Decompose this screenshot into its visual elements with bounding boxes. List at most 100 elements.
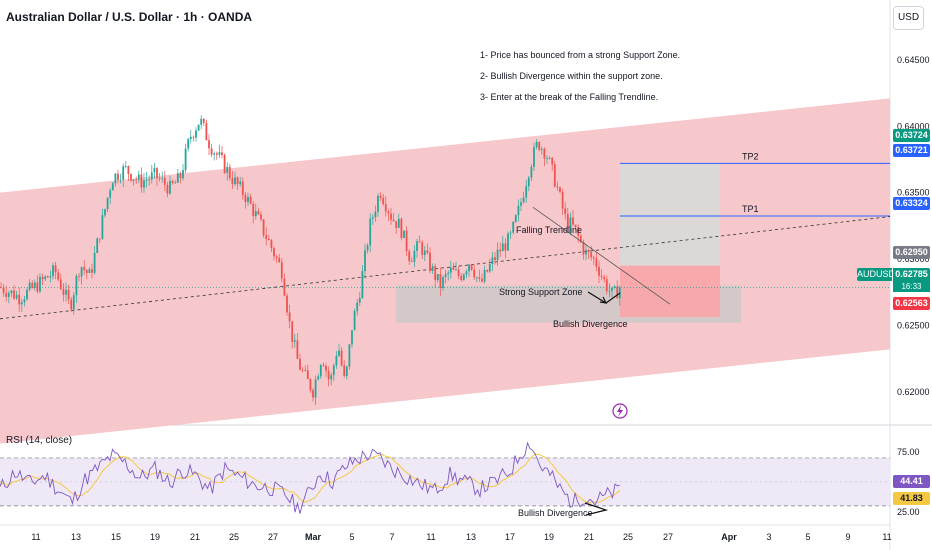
candle-body: [431, 266, 434, 271]
candle-body: [496, 249, 499, 261]
candle-body: [546, 158, 548, 159]
candle-body: [210, 148, 213, 155]
candle-body: [247, 196, 249, 203]
candle-body: [374, 211, 377, 218]
currency-button[interactable]: USD: [893, 6, 924, 30]
candle-body: [504, 243, 507, 251]
candle-body: [520, 202, 522, 206]
x-tick-label: 13: [466, 532, 476, 542]
symbol-badge: AUDUSD: [857, 268, 896, 281]
candle-body: [348, 344, 351, 367]
candle-body: [416, 241, 418, 251]
candle-body: [561, 192, 564, 209]
candle-body: [254, 211, 257, 217]
candle-body: [582, 241, 585, 255]
candle-body: [436, 274, 439, 281]
tp1-label: TP1: [742, 204, 759, 214]
candle-body: [223, 155, 226, 173]
candle-body: [410, 261, 413, 263]
candle-body: [137, 174, 140, 180]
candle-body: [304, 370, 307, 371]
rsi-bullish-divergence-label: Bullish Divergence: [518, 508, 593, 518]
x-tick-label: 11: [882, 532, 891, 542]
candle-body: [501, 243, 504, 252]
candle-body: [317, 376, 320, 380]
candle-body: [400, 218, 403, 238]
candle-body: [340, 350, 343, 366]
candle-body: [418, 241, 421, 243]
candle-body: [78, 275, 80, 277]
candle-body: [93, 252, 96, 273]
candle-body: [109, 190, 112, 198]
candle-body: [98, 238, 101, 240]
note-3: 3- Enter at the break of the Falling Tre…: [480, 92, 659, 102]
x-tick-label: 5: [349, 532, 354, 542]
candle-body: [150, 172, 153, 180]
candle-body: [465, 271, 468, 275]
candle-body: [117, 173, 119, 181]
candle-body: [408, 251, 411, 262]
candle-body: [257, 211, 260, 215]
candle-body: [278, 257, 281, 263]
candle-body: [345, 366, 348, 377]
candle-body: [52, 265, 54, 277]
candle-body: [280, 262, 283, 279]
candle-body: [143, 180, 145, 188]
rsi-y-tick-label: 75.00: [897, 447, 920, 457]
x-tick-label: 3: [766, 532, 771, 542]
candle-body: [395, 221, 398, 228]
candle-body: [252, 203, 255, 217]
candle-body: [569, 217, 572, 228]
candle-body: [202, 118, 205, 123]
candle-body: [447, 272, 450, 275]
candle-body: [616, 286, 619, 299]
y-tick-label: 0.62000: [897, 387, 930, 397]
candle-body: [439, 274, 442, 288]
candle-body: [18, 294, 21, 305]
channel-midline: [0, 216, 891, 320]
candle-body: [59, 279, 62, 290]
candle-body: [512, 221, 515, 233]
candle-body: [205, 122, 208, 141]
y-tick-label: 0.64000: [897, 121, 930, 131]
candle-body: [338, 350, 340, 356]
candle-body: [239, 181, 242, 185]
candle-body: [215, 153, 218, 155]
candle-body: [314, 379, 317, 398]
candle-body: [423, 250, 426, 256]
candle-body: [145, 179, 148, 181]
candle-body: [124, 166, 127, 167]
candle-body: [491, 257, 494, 264]
x-tick-label: 19: [150, 532, 160, 542]
candle-body: [221, 152, 223, 156]
candle-body: [2, 287, 5, 293]
candle-body: [179, 173, 182, 179]
rsi-y-tick-label: 25.00: [897, 507, 920, 517]
candle-body: [106, 197, 109, 210]
candle-body: [283, 278, 286, 296]
candle-body: [494, 257, 496, 261]
candle-body: [462, 274, 465, 280]
candle-body: [444, 274, 447, 278]
candle-body: [603, 276, 606, 280]
candle-body: [20, 302, 23, 305]
candle-body: [163, 177, 166, 185]
candle-body: [364, 250, 366, 272]
candle-body: [426, 250, 429, 253]
candle-body: [96, 238, 99, 253]
candle-body: [577, 227, 580, 236]
candle-body: [358, 298, 361, 303]
x-tick-label: 11: [31, 532, 40, 542]
x-tick-label: 11: [426, 532, 435, 542]
candle-body: [62, 289, 65, 295]
lightning-glyph: [617, 405, 623, 417]
candle-body: [475, 277, 478, 279]
candle-body: [322, 365, 325, 366]
last-price-badge: 0.62785: [893, 268, 930, 281]
candle-body: [228, 166, 231, 179]
falling-trendline-label: Falling Trendline: [516, 225, 582, 235]
candle-body: [551, 157, 554, 165]
candle-body: [332, 365, 335, 376]
candle-body: [273, 248, 275, 257]
